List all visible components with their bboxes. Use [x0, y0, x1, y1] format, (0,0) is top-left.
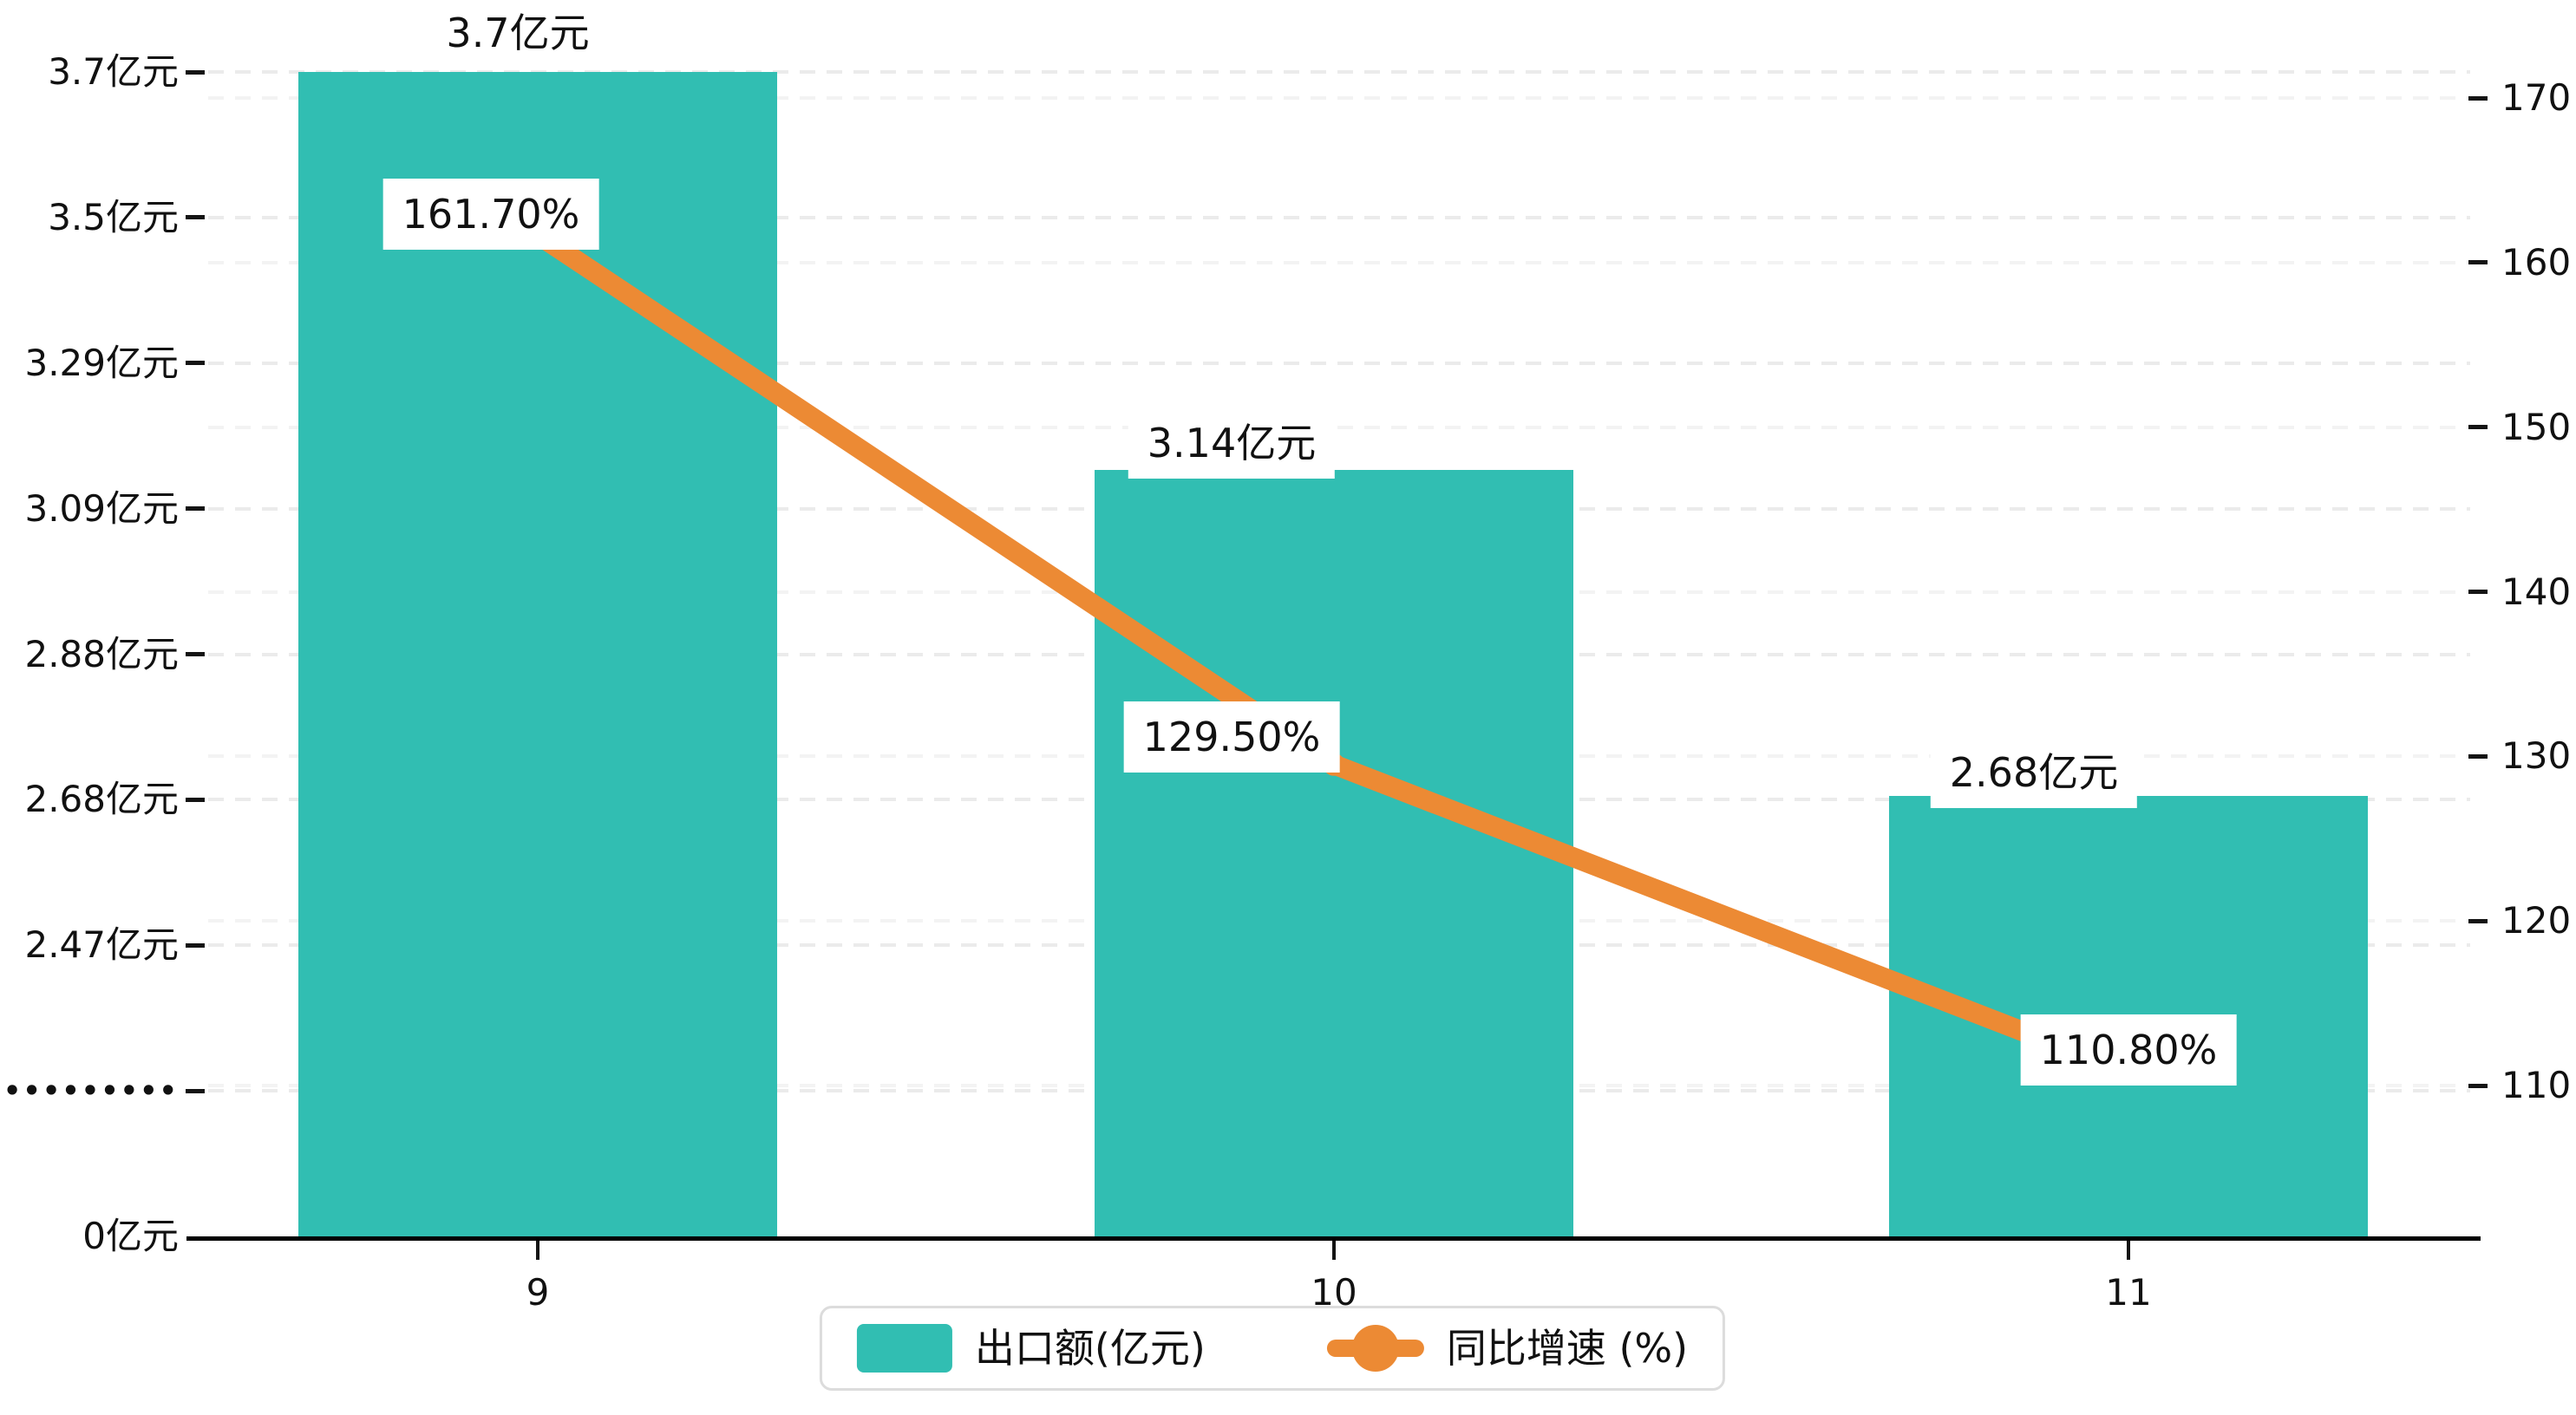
left-axis-label-3: 3.09亿元 [24, 486, 179, 530]
right-axis-label-160: 160 [2501, 240, 2572, 284]
left-axis-label-5: 2.68亿元 [24, 778, 179, 821]
left-axis-tick-7 [186, 1088, 205, 1093]
right-axis-tick-110 [2468, 1083, 2488, 1088]
bar-value-label-9: 3.7亿元 [427, 0, 609, 68]
right-axis-label-140: 140 [2501, 570, 2572, 613]
left-axis-label-0: 3.7亿元 [48, 50, 179, 93]
bar-value-label-10: 3.14亿元 [1128, 407, 1336, 479]
left-axis-tick-0 [186, 69, 205, 75]
right-axis-label-120: 120 [2501, 899, 2572, 942]
right-axis-tick-150 [2468, 425, 2488, 430]
x-axis-label-9: 9 [526, 1271, 550, 1314]
export-bar-month-10 [1095, 469, 1573, 1236]
legend-label: 同比增速 (%) [1446, 1325, 1689, 1372]
growth-value-label-9: 161.70% [382, 179, 599, 250]
bar-value-label-11: 2.68亿元 [1930, 737, 2138, 809]
x-axis-label-10: 10 [1311, 1271, 1357, 1314]
growth-value-label-10: 129.50% [1123, 701, 1340, 773]
left-axis-label-1: 3.5亿元 [48, 195, 179, 238]
left-axis-tick-1 [186, 215, 205, 220]
x-axis-tick-11 [2127, 1241, 2130, 1260]
bar-swatch-icon [856, 1324, 952, 1373]
line-dot-marker [1351, 1325, 1399, 1372]
left-axis-tick-3 [186, 506, 205, 512]
left-axis-tick-5 [186, 797, 205, 802]
right-axis-tick-130 [2468, 753, 2488, 759]
left-axis-label-4: 2.88亿元 [24, 632, 179, 675]
x-axis-line [186, 1236, 2481, 1241]
x-axis-tick-9 [536, 1241, 539, 1260]
right-axis-tick-120 [2468, 918, 2488, 923]
left-axis-break-marker: ••••••••• [3, 1074, 179, 1108]
right-axis-tick-170 [2468, 95, 2488, 101]
legend-item-export[interactable]: 出口额(亿元) [856, 1324, 1206, 1373]
left-axis-tick-4 [186, 652, 205, 656]
right-axis-tick-160 [2468, 260, 2488, 265]
left-axis-label-8: 0亿元 [82, 1215, 179, 1257]
right-axis-label-110: 110 [2501, 1064, 2572, 1106]
growth-value-label-11: 110.80% [2020, 1014, 2237, 1086]
line-dot-icon [1326, 1325, 1424, 1372]
right-axis-label-130: 130 [2501, 734, 2572, 778]
left-axis-label-2: 3.29亿元 [24, 341, 179, 384]
right-axis-label-170: 170 [2501, 76, 2572, 119]
left-axis-label-6: 2.47亿元 [24, 923, 179, 967]
left-axis-tick-6 [186, 942, 205, 948]
x-axis-tick-10 [1332, 1241, 1336, 1260]
right-axis-tick-140 [2468, 590, 2488, 594]
legend-item-growth[interactable]: 同比增速 (%) [1326, 1325, 1689, 1372]
left-axis-tick-2 [186, 361, 205, 366]
right-axis-label-150: 150 [2501, 405, 2572, 448]
legend-label: 出口额(亿元) [974, 1325, 1206, 1372]
legend: 出口额(亿元) 同比增速 (%) [819, 1306, 1726, 1391]
x-axis-label-11: 11 [2105, 1271, 2152, 1314]
